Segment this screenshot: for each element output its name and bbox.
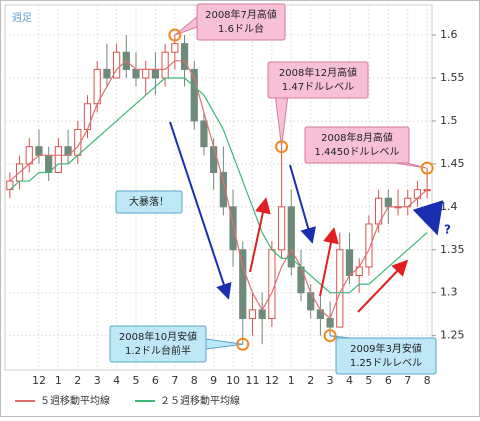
callout-box: [109, 325, 207, 363]
x-tick-label: 1: [55, 374, 62, 387]
candle-body: [112, 51, 121, 79]
trend-arrow: [412, 200, 444, 236]
candle-body: [277, 206, 286, 251]
x-tick-label: 8: [424, 374, 431, 387]
candle-body: [365, 223, 373, 268]
candle-body: [326, 317, 334, 328]
x-tick-label: 12: [265, 374, 279, 387]
legend-label: ５週移動平均線: [40, 394, 110, 407]
callout-text: 2008年7月高値: [205, 8, 277, 21]
callout-text: 大暴落！: [129, 195, 169, 208]
candle-body: [190, 68, 198, 122]
y-tick-label: 1.5: [440, 114, 458, 127]
trend-arrow: [357, 259, 409, 313]
candle-body: [200, 120, 208, 148]
candle-body: [345, 249, 354, 277]
highlight-circle: [420, 161, 434, 175]
y-tick-label: 1.55: [440, 71, 465, 84]
candle-body: [297, 266, 305, 294]
candle-body: [248, 309, 257, 319]
x-tick-label: 4: [346, 374, 353, 387]
candle-body: [103, 68, 111, 79]
candle-body: [142, 68, 150, 79]
x-tick-label: 9: [210, 374, 217, 387]
x-tick-label: 7: [171, 374, 178, 387]
ma-line: [9, 77, 428, 294]
trend-arrow: [319, 227, 339, 297]
candle-body: [210, 146, 218, 173]
x-tick-label: 5: [365, 374, 372, 387]
question-mark: ?: [444, 223, 451, 237]
y-tick-label: 1.45: [440, 157, 465, 170]
y-tick-label: 1.6: [440, 28, 458, 41]
x-tick-label: 5: [133, 374, 140, 387]
candle-body: [6, 180, 14, 191]
candle-body: [180, 43, 189, 70]
candle-body: [258, 309, 266, 319]
y-tick-label: 1.4: [440, 200, 458, 213]
ma-line: [9, 60, 428, 320]
x-tick-label: 6: [152, 374, 159, 387]
candle-body: [229, 206, 237, 251]
candle-body: [151, 68, 160, 79]
highlight-circle: [323, 329, 337, 343]
trend-arrow: [169, 121, 232, 300]
candle-body: [268, 249, 276, 319]
candle-body: [171, 43, 179, 53]
callout-box: [304, 126, 410, 164]
callout-text: 1.2ドル台前半: [125, 344, 191, 357]
candle-body: [384, 197, 392, 208]
trend-arrow: [289, 164, 316, 244]
highlight-circle: [275, 140, 289, 154]
highlight-circle: [168, 28, 182, 42]
x-tick-label: 3: [94, 374, 101, 387]
callout-text: 2008年8月高値: [321, 131, 393, 144]
callout-text: 2008年10月安値: [119, 330, 197, 343]
x-tick-label: 2: [307, 374, 314, 387]
x-tick-label: 4: [113, 374, 120, 387]
x-tick-label: 7: [404, 374, 411, 387]
y-tick-label: 1.3: [440, 286, 458, 299]
candle-body: [54, 146, 62, 173]
candle-body: [287, 206, 295, 268]
x-tick-label: 12: [32, 374, 46, 387]
x-tick-label: 1: [288, 374, 295, 387]
callout-box: [115, 190, 183, 214]
x-tick-label: 10: [226, 374, 240, 387]
x-tick-label: 6: [385, 374, 392, 387]
callout-text: 1.6ドル台: [218, 22, 264, 35]
callout-box: [196, 3, 286, 41]
x-tick-label: 11: [245, 374, 259, 387]
candle-body: [219, 171, 227, 208]
callout-text: 2009年3月安値: [350, 342, 422, 355]
highlight-circle: [236, 337, 250, 351]
legend-label: ２５週移動平均線: [160, 394, 240, 407]
candle-body: [239, 249, 247, 319]
candle-body: [83, 103, 92, 131]
callout-box: [335, 337, 437, 375]
candle-body: [132, 68, 140, 79]
x-tick-label: 3: [327, 374, 334, 387]
trend-arrow: [249, 197, 271, 273]
candle-body: [35, 146, 43, 156]
y-tick-label: 1.35: [440, 243, 465, 256]
plot-area: [4, 4, 433, 371]
y-tick-label: 1.25: [440, 329, 465, 342]
x-tick-label: 8: [191, 374, 198, 387]
callout-text: 2008年12月高値: [279, 66, 357, 79]
callout-box: [267, 61, 369, 99]
period-label: 週足: [12, 12, 32, 24]
candle-body: [93, 68, 101, 105]
callout-text: 1.47ドルレベル: [282, 81, 354, 93]
callout-text: 1.25ドルレベル: [350, 357, 422, 369]
candle-body: [307, 292, 315, 311]
x-tick-label: 2: [74, 374, 81, 387]
candle-body: [161, 51, 169, 79]
callout-text: 1.4450ドルレベル: [315, 146, 400, 158]
